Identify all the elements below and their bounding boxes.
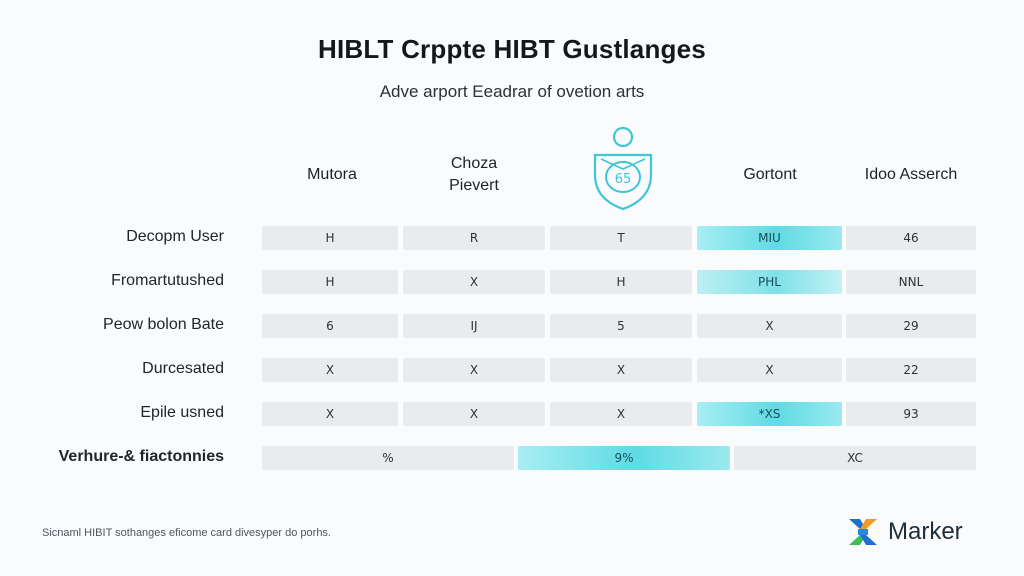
- table-cell: X: [697, 314, 842, 338]
- table-cell-highlight: *XS: [697, 402, 842, 426]
- table-cell: X: [697, 358, 842, 382]
- table-cell: X: [550, 358, 692, 382]
- table-cell: 5: [550, 314, 692, 338]
- row-label-1: Decopm User: [126, 228, 224, 245]
- brand-logo: Marker: [846, 512, 963, 552]
- table-cell: 22: [846, 358, 976, 382]
- table-cell: X: [550, 402, 692, 426]
- table-cell: X: [262, 402, 398, 426]
- shield-emblem-icon: 65: [593, 126, 653, 211]
- table-cell: 29: [846, 314, 976, 338]
- table-cell-highlight: MIU: [697, 226, 842, 250]
- table-cell: 93: [846, 402, 976, 426]
- table-cell: R: [403, 226, 545, 250]
- col-head-1: Mutora: [307, 166, 357, 183]
- summary-label: Verhure-& fiactonnies: [58, 448, 224, 465]
- brand-name: Marker: [888, 518, 963, 545]
- summary-cell: XC: [734, 446, 976, 470]
- row-label-5: Epile usned: [140, 404, 224, 421]
- col-head-2: Choza Pievert: [449, 155, 499, 194]
- marker-logo-icon: [849, 519, 877, 545]
- col-head-4: Idoo Asserch: [864, 166, 958, 183]
- table-cell: NNL: [846, 270, 976, 294]
- page-title: HIBLT Crppte HIBT Gustlanges: [318, 34, 706, 64]
- table-cell: 6: [262, 314, 398, 338]
- table-cell: H: [262, 226, 398, 250]
- svg-text:65: 65: [615, 172, 632, 187]
- table-cell: X: [262, 358, 398, 382]
- table-cell: H: [550, 270, 692, 294]
- table-cell: IJ: [403, 314, 545, 338]
- table-cell-highlight: PHL: [697, 270, 842, 294]
- page-subtitle: Adve arport Eeadrar of ovetion arts: [379, 82, 645, 101]
- table-cell: H: [262, 270, 398, 294]
- row-label-4: Durcesated: [142, 360, 224, 377]
- row-label-3: Peow bolon Bate: [103, 316, 224, 333]
- table-cell: T: [550, 226, 692, 250]
- table-cell: X: [403, 402, 545, 426]
- table-cell: X: [403, 358, 545, 382]
- row-label-2: Fromartutushed: [111, 272, 224, 289]
- table-cell: 46: [846, 226, 976, 250]
- summary-cell: %: [262, 446, 514, 470]
- footnote: Sicnaml HIBIT sothanges eficome card div…: [42, 527, 331, 539]
- col-head-3: Gortont: [743, 166, 797, 183]
- summary-cell-highlight: 9%: [518, 446, 730, 470]
- table-cell: X: [403, 270, 545, 294]
